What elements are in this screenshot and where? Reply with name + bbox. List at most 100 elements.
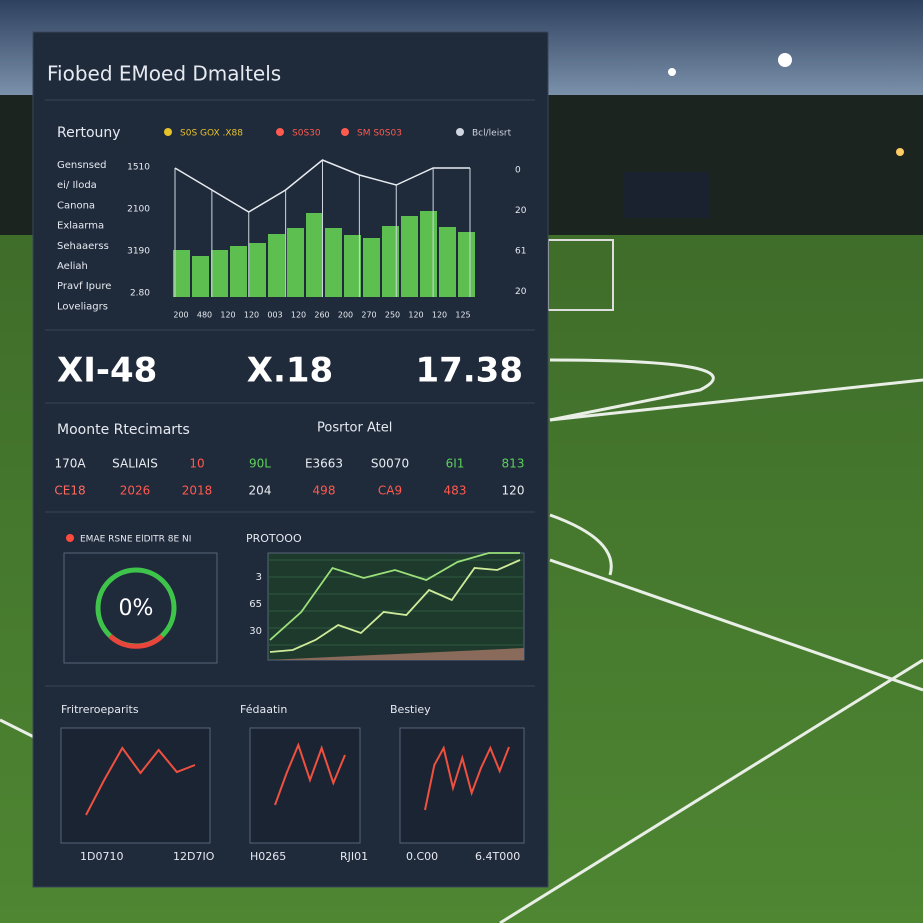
floodlight (896, 148, 904, 156)
trend-line (269, 559, 521, 653)
stat-value: E3663 (305, 457, 343, 471)
stat-value: 90L (249, 457, 271, 471)
line (174, 159, 470, 213)
y2-tick-label: 20 (515, 206, 527, 216)
stat-value: 204 (249, 484, 272, 498)
y-tick-label: 1510 (127, 163, 150, 173)
mini-line (274, 742, 346, 806)
bar (287, 228, 304, 297)
bar (325, 228, 342, 297)
stat-value: S0070 (371, 457, 409, 471)
mini-line (424, 745, 510, 811)
x-tick-label: 125 (455, 311, 470, 320)
stat-value: 120 (502, 484, 525, 498)
legend-swatch (456, 128, 464, 136)
mini-title: Bestiey (390, 703, 431, 716)
field-lines (0, 358, 923, 923)
x-tick-label: 200 (338, 311, 353, 320)
y2-tick-label: 61 (515, 247, 526, 257)
x-tick-label: 120 (220, 311, 235, 320)
row-label: Canona (57, 200, 95, 211)
y-tick-label: 2100 (127, 205, 150, 215)
mini-line (85, 746, 196, 816)
mini-title: Fédaatin (240, 703, 287, 716)
legend-label: S0S GOX .X88 (180, 129, 243, 139)
bar (382, 226, 399, 297)
bar (192, 256, 209, 297)
legend-label: S0S30 (292, 129, 321, 139)
x-tick-label: 260 (314, 311, 329, 320)
mini-title: Fritreroeparits (61, 703, 139, 716)
gauge-box (63, 552, 218, 664)
y-tick-label: 65 (249, 599, 262, 610)
bar (268, 234, 285, 297)
stat-value: 2026 (120, 484, 151, 498)
status-dot (66, 534, 74, 542)
bar (230, 246, 247, 297)
bar (344, 235, 361, 297)
dividers (45, 99, 535, 687)
mini-label: H0265 (250, 850, 286, 863)
stat-value: SALIAIS (112, 457, 158, 471)
mini-box (249, 727, 361, 844)
gauge-value: 0% (119, 596, 154, 621)
y-tick-label: 3 (256, 572, 262, 583)
stat-value: 813 (502, 457, 525, 471)
mini-box (399, 727, 525, 844)
big-stat: X.18 (247, 351, 333, 391)
x-tick-label: 120 (291, 311, 306, 320)
y-tick-label: 30 (249, 626, 262, 637)
section-subtitle: Posrtor Atel (317, 421, 392, 436)
x-tick-label: 120 (408, 311, 423, 320)
legend-swatch (276, 128, 284, 136)
chart-title: Rertouny (57, 125, 121, 141)
trend-title: PROTOOO (246, 532, 302, 545)
scoreboard (623, 172, 709, 218)
mini-box (60, 727, 211, 844)
stat-value: 10 (189, 457, 204, 471)
row-label: Gensnsed (57, 160, 107, 171)
legend-label: SM S0S03 (357, 129, 402, 139)
row-label: Loveliagrs (57, 301, 108, 312)
gauge-ring-red (108, 634, 164, 649)
y-tick-label: 2.80 (130, 289, 150, 299)
y2-tick-label: 20 (515, 287, 527, 297)
legend-label: Bcl/leisrt (472, 129, 512, 139)
big-stat: XI-48 (57, 351, 157, 391)
row-label: Aeliah (57, 261, 88, 272)
row-label: Pravf Ipure (57, 281, 111, 292)
mini-label: 6.4T000 (475, 850, 520, 863)
x-tick-label: 120 (244, 311, 259, 320)
x-tick-label: 003 (267, 311, 282, 320)
x-tick-label: 480 (197, 311, 212, 320)
row-label: ei/ Iloda (57, 180, 97, 191)
stat-value: CE18 (54, 484, 85, 498)
bar (401, 216, 418, 297)
bar (363, 238, 380, 297)
mini-label: RJI01 (340, 850, 368, 863)
stat-value: 2018 (182, 484, 213, 498)
y-tick-label: 3190 (127, 247, 150, 257)
y2-tick-label: 0 (515, 166, 521, 176)
section-title: Moonte Rtecimarts (57, 422, 190, 438)
floodlight (778, 53, 792, 67)
stat-value: CA9 (378, 484, 402, 498)
panel-title: Fiobed EMoed Dmaltels (47, 62, 281, 86)
bar (211, 250, 228, 297)
legend-swatch (341, 128, 349, 136)
big-stat: 17.38 (415, 351, 523, 391)
floodlight (668, 68, 676, 76)
trend-area (268, 648, 524, 660)
row-label: Exlaarma (57, 221, 104, 232)
stat-value: 6I1 (446, 457, 465, 471)
mini-label: 12D7IO (173, 850, 215, 863)
bar (458, 232, 475, 297)
x-tick-label: 250 (385, 311, 400, 320)
bar (249, 243, 266, 297)
stat-value: 498 (313, 484, 336, 498)
bar (420, 211, 437, 297)
x-tick-label: 120 (432, 311, 447, 320)
x-tick-label: 200 (173, 311, 188, 320)
x-tick-label: 270 (361, 311, 376, 320)
